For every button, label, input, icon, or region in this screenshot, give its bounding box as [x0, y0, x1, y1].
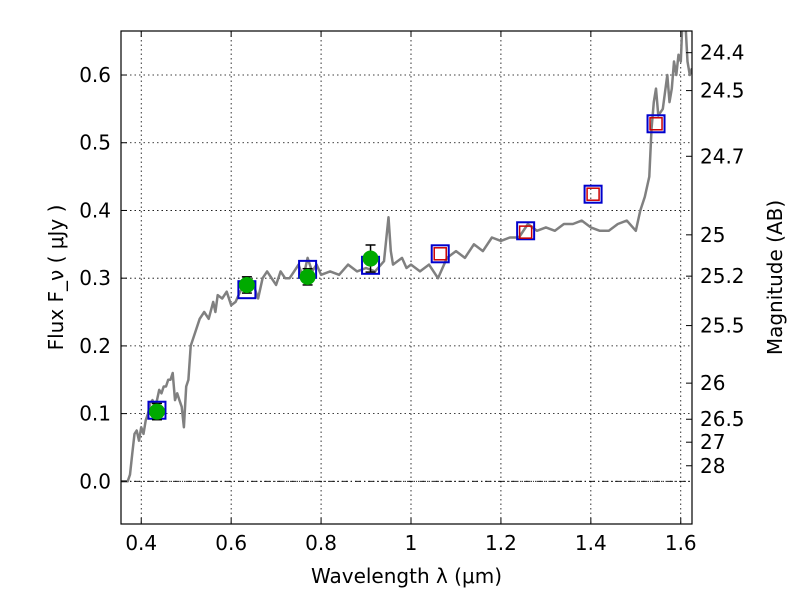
y2-tick-label: 25.2 [700, 264, 745, 288]
upper-limit-marker [649, 117, 663, 131]
y-axis-label: Flux F_ν ( μJy ) [44, 205, 68, 351]
upper-limit-marker [518, 225, 533, 239]
x-tick-label: 1.6 [665, 531, 697, 555]
observed-flux-point [238, 276, 255, 293]
y2-tick-label: 26 [700, 371, 725, 395]
y-tick-label: 0.1 [79, 402, 111, 426]
model-flux-marker [646, 114, 666, 134]
x-tick-label: 1.4 [575, 531, 607, 555]
axis-ticks: 0.4 0.6 0.8 1 1.2 1.4 1.6 0.0 0.1 0.2 0.3 0.4 0.5 0.6… [79, 31, 745, 555]
observed-flux-point [362, 250, 379, 267]
y2-tick-label: 24.7 [700, 144, 745, 168]
y-tick-label: 0.6 [79, 63, 111, 87]
y2-tick-label: 24.4 [700, 41, 745, 65]
grid [121, 31, 692, 524]
y2-tick-label: 28 [700, 454, 725, 478]
y2-tick-label: 27 [700, 430, 725, 454]
y-tick-label: 0.2 [79, 334, 111, 358]
x-axis-label: Wavelength λ (μm) [311, 564, 502, 588]
y-tick-label: 0.3 [79, 266, 111, 290]
model-flux-marker [430, 244, 450, 264]
y2-tick-label: 25.5 [700, 314, 745, 338]
observed-flux-point [148, 403, 165, 420]
spectrum-line [121, 31, 692, 483]
model-flux-marker [516, 221, 536, 241]
observed-flux-point [299, 268, 316, 285]
x-tick-label: 1.2 [485, 531, 517, 555]
y2-tick-label: 26.5 [700, 407, 745, 431]
y-tick-label: 0.5 [79, 131, 111, 155]
x-tick-label: 0.8 [305, 531, 337, 555]
plot-area [121, 31, 692, 483]
upper-limit-marker [586, 187, 600, 201]
upper-limit-marker [433, 247, 447, 261]
plot-frame [120, 30, 693, 525]
y-tick-label: 0.4 [79, 198, 111, 222]
right-axis-label: Magnitude (AB) [763, 200, 787, 355]
x-tick-label: 0.4 [125, 531, 157, 555]
y-tick-label: 0.0 [79, 469, 111, 493]
x-tick-label: 1 [405, 531, 418, 555]
y2-tick-label: 24.5 [700, 79, 745, 103]
x-tick-label: 0.6 [215, 531, 247, 555]
model-flux-marker [583, 184, 603, 204]
y2-tick-label: 25 [700, 223, 725, 247]
